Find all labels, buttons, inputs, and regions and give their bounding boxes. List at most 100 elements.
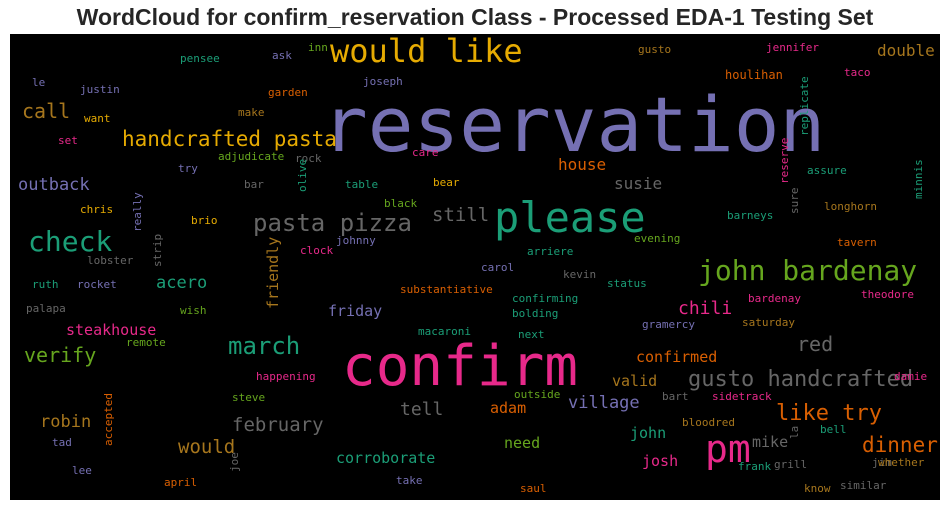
word-le: le (32, 76, 45, 89)
word-damie: damie (894, 370, 927, 383)
word-wish: wish (180, 304, 207, 317)
word-try: try (178, 162, 198, 175)
word-take: take (396, 474, 423, 487)
word-would: would (178, 436, 235, 458)
word-house: house (558, 155, 606, 174)
word-make: make (238, 106, 265, 119)
word-accepted: accepted (102, 393, 115, 446)
word-arriere: arriere (527, 245, 573, 258)
word-tad: tad (52, 436, 72, 449)
word-valid: valid (612, 372, 657, 390)
word-would-like: would like (330, 34, 523, 70)
word-longhorn: longhorn (824, 200, 877, 213)
word-care: care (412, 146, 439, 159)
word-chris: chris (80, 203, 113, 216)
word-frank: frank (738, 460, 771, 473)
word-black: black (384, 197, 417, 210)
word-steakhouse: steakhouse (66, 321, 156, 339)
word-april: april (164, 476, 197, 489)
word-corroborate: corroborate (336, 449, 435, 467)
word-minnis: minnis (912, 159, 925, 199)
word-check: check (28, 225, 112, 258)
word-pensee: pensee (180, 52, 220, 65)
word-please: please (494, 193, 646, 242)
word-friday: friday (328, 302, 382, 320)
word-need: need (504, 434, 540, 452)
word-verify: verify (24, 343, 96, 367)
word-february: february (232, 414, 324, 436)
word-set: set (58, 134, 78, 147)
word-jennifer: jennifer (766, 41, 819, 54)
word-pasta-pizza: pasta pizza (253, 209, 412, 237)
word-assure: assure (807, 164, 847, 177)
word-really: really (131, 192, 144, 232)
word-red: red (797, 332, 833, 356)
word-table: table (345, 178, 378, 191)
word-confirming: confirming (512, 292, 578, 305)
word-ask: ask (272, 49, 292, 62)
word-friendly: friendly (264, 237, 282, 309)
word-mike: mike (752, 433, 788, 451)
word-replicate: replicate (798, 76, 811, 136)
word-remote: remote (126, 336, 166, 349)
word-jim: jim (872, 456, 892, 469)
word-kevin: kevin (563, 268, 596, 281)
word-lee: lee (72, 464, 92, 477)
word-saturday: saturday (742, 316, 795, 329)
word-confirm: confirm (342, 334, 578, 399)
word-lobster: lobster (87, 254, 134, 267)
word-march: march (228, 332, 300, 360)
word-susie: susie (614, 174, 662, 193)
word-chili: chili (678, 298, 732, 319)
word-confirmed: confirmed (636, 348, 717, 366)
word-brio: brio (191, 214, 218, 227)
word-theodore: theodore (861, 288, 914, 301)
word-johnny: johnny (336, 234, 376, 247)
word-bart: bart (662, 390, 689, 403)
word-gusto: gusto (638, 43, 671, 56)
word-happening: happening (256, 370, 316, 383)
wordcloud-canvas: reservation confirm please would like pm john… (10, 34, 940, 500)
word-sure: sure (788, 188, 801, 215)
word-olive: olive (296, 159, 309, 192)
word-rocket: rocket (77, 278, 117, 291)
word-call: call (22, 99, 70, 123)
word-ruth: ruth (32, 278, 59, 291)
word-adjudicate: adjudicate (218, 150, 284, 163)
word-outback: outback (18, 175, 90, 195)
word-want: want (84, 112, 111, 125)
word-houlihan: houlihan (725, 68, 783, 82)
word-handcrafted-pasta: handcrafted pasta (122, 127, 337, 151)
word-carol: carol (481, 261, 514, 274)
word-village: village (568, 393, 640, 413)
word-know: know (804, 482, 831, 495)
word-reservation: reservation (322, 80, 825, 169)
word-sidetrack: sidetrack (712, 390, 772, 403)
word-tavern: tavern (837, 236, 877, 249)
word-whether: whether (878, 456, 925, 469)
word-steve: steve (232, 391, 265, 404)
word-clock: clock (300, 244, 333, 257)
word-grill: grill (774, 458, 807, 471)
word-john-bardenay: john bardenay (698, 254, 917, 287)
word-joe: joe (228, 452, 241, 472)
word-like-try: like try (776, 401, 882, 426)
word-la: la (788, 426, 801, 439)
word-next: next (518, 328, 545, 341)
word-strip: strip (151, 234, 164, 267)
word-rock: rock (295, 152, 322, 165)
word-pm: pm (705, 427, 751, 471)
word-bear: bear (433, 176, 460, 189)
word-joseph: joseph (363, 75, 403, 88)
word-taco: taco (844, 66, 871, 79)
word-saul: saul (520, 482, 547, 495)
word-adam: adam (490, 399, 526, 417)
word-acero: acero (156, 273, 207, 293)
word-bardenay: bardenay (748, 292, 801, 305)
word-status: status (607, 277, 647, 290)
wordcloud-svg: reservation confirm please would like pm john… (18, 34, 938, 495)
word-robin: robin (40, 412, 91, 432)
word-gusto-handcrafted: gusto handcrafted (688, 367, 913, 392)
word-bloodred: bloodred (682, 416, 735, 429)
word-john: john (630, 424, 666, 442)
